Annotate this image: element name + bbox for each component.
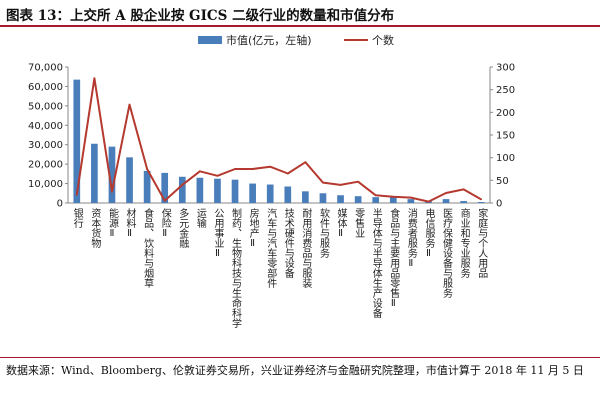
count-point-21: [427, 200, 430, 203]
count-point-7: [181, 184, 184, 186]
x-tick-label: 食品与主要用品零售Ⅱ: [388, 207, 400, 309]
title-divider: [0, 25, 600, 27]
count-point-14: [304, 161, 307, 163]
bar-2: [91, 143, 98, 203]
y-left-tick-label: 60,000: [28, 82, 63, 93]
bar-22: [442, 199, 450, 203]
bar-5: [143, 170, 151, 203]
x-tick-label: 制药、生物科技与生命科学: [230, 207, 242, 328]
bar-6: [161, 172, 169, 203]
y-left-tick-label: 50,000: [28, 101, 63, 112]
x-tick-label: 软件与服务: [317, 207, 329, 259]
y-right-tick-label: 50: [496, 176, 509, 187]
bar-13: [284, 186, 292, 203]
count-point-9: [216, 175, 219, 177]
count-point-8: [199, 170, 201, 173]
legend-label-bar: 市值(亿元，左轴): [226, 33, 312, 47]
y-right-tick-label: 250: [496, 85, 515, 96]
legend-label-line: 个数: [372, 34, 394, 47]
bar-17: [354, 196, 362, 203]
x-tick-label: 多元金融: [177, 207, 189, 249]
bar-1: [73, 79, 81, 203]
y-left-tick-label: 30,000: [28, 140, 63, 151]
count-point-18: [374, 194, 377, 197]
y-left-tick-label: 20,000: [28, 160, 63, 171]
x-tick-label: 汽车与汽车零部件: [265, 207, 277, 289]
x-tick-label: 商业和专业服务: [458, 207, 470, 279]
bar-18: [372, 197, 380, 203]
x-tick-label: 运输: [194, 208, 206, 229]
count-point-22: [445, 192, 447, 194]
bar-14: [302, 191, 309, 203]
count-point-20: [410, 196, 412, 199]
x-tick-label: 保险Ⅱ: [159, 207, 171, 239]
bar-4: [126, 157, 133, 203]
y-left-tick-label: 70,000: [28, 63, 63, 74]
x-tick-label: 零售业: [353, 208, 365, 238]
chart-area: 0 10,000 20,000 30,000 40,000 50,000 60,000 70,…: [28, 33, 515, 328]
count-line: [75, 77, 482, 203]
count-point-5: [146, 168, 148, 170]
y-right-tick-label: 0: [496, 199, 502, 210]
figure-title-bar: 图表 13：上交所 A 股企业按 GICS 二级行业的数量和市值分布: [0, 0, 600, 27]
bar-15: [319, 193, 327, 203]
x-tick-label: 消费者服务Ⅱ: [405, 207, 417, 269]
x-tick-label: 家庭与个人用品: [476, 207, 488, 279]
bar-16: [337, 195, 344, 203]
bar-19: [389, 197, 397, 203]
bar-23: [460, 201, 467, 203]
bar-20: [407, 199, 415, 203]
count-point-4: [128, 103, 131, 106]
y-left-tick-label: 40,000: [28, 121, 63, 132]
bar-9: [214, 178, 221, 203]
bar-10: [231, 179, 239, 203]
x-tick-label: 电信服务Ⅱ: [423, 207, 435, 259]
footer-divider: [0, 357, 600, 358]
count-point-17: [357, 180, 359, 183]
count-point-16: [339, 184, 342, 186]
count-point-19: [392, 195, 395, 198]
x-tick-label: 技术硬件与设备: [282, 207, 294, 279]
figure-title: 图表 13：上交所 A 股企业按 GICS 二级行业的数量和市值分布: [6, 8, 395, 24]
y-left-tick-label: 10,000: [28, 179, 63, 190]
x-tick-label: 公用事业Ⅱ: [212, 208, 224, 259]
x-tick-label: 医疗保健设备与服务: [441, 208, 453, 299]
count-point-6: [163, 199, 166, 202]
count-point-24: [480, 198, 483, 201]
y-right-tick-label: 100: [496, 153, 515, 164]
x-tick-label: 资本货物: [89, 208, 101, 249]
bar-11: [249, 183, 256, 203]
x-tick-label: 房地产Ⅱ: [247, 207, 259, 249]
x-tick-label: 银行: [71, 207, 83, 229]
x-tick-label: 食品、饮料与烟草: [142, 207, 154, 288]
bar-8: [196, 177, 204, 203]
count-point-11: [251, 168, 254, 170]
count-point-3: [111, 190, 113, 193]
y-right-tick-label: 200: [496, 108, 515, 119]
y-left-tick-label: 0: [57, 199, 63, 210]
count-point-1: [75, 194, 78, 196]
count-point-10: [234, 168, 236, 170]
x-tick-label: 能源Ⅱ: [106, 207, 118, 239]
y-right-tick-label: 300: [496, 63, 515, 74]
bar-24: [477, 202, 485, 203]
bar-3: [108, 146, 116, 203]
count-point-13: [286, 172, 289, 175]
x-tick-label: 半导体与半导体生产设备: [370, 207, 382, 319]
bar-12: [266, 184, 274, 203]
y-right-tick-label: 150: [496, 131, 515, 142]
count-point-12: [269, 165, 272, 168]
source-note: 数据来源：Wind、Bloomberg、伦敦证券交易所，兴业证券经济与金融研究院…: [6, 364, 584, 377]
count-point-23: [462, 188, 465, 191]
count-point-15: [322, 181, 324, 184]
x-tick-label: 材料Ⅱ: [124, 207, 136, 239]
x-tick-label: 耐用消费品与服装: [300, 207, 312, 289]
legend-swatch-bar: [198, 36, 222, 44]
x-tick-label: 媒体Ⅱ: [335, 208, 347, 239]
count-point-2: [93, 77, 96, 80]
bar-7: [178, 176, 186, 203]
